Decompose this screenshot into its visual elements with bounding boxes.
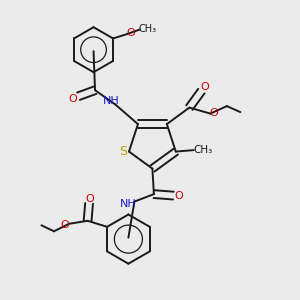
Text: O: O bbox=[85, 194, 94, 204]
Text: S: S bbox=[120, 145, 128, 158]
Text: O: O bbox=[174, 191, 183, 201]
Text: NH: NH bbox=[119, 199, 136, 209]
Text: O: O bbox=[69, 94, 77, 103]
Text: O: O bbox=[60, 220, 69, 230]
Text: O: O bbox=[201, 82, 209, 92]
Text: O: O bbox=[210, 108, 218, 118]
Text: O: O bbox=[127, 28, 135, 38]
Text: CH₃: CH₃ bbox=[138, 23, 156, 34]
Text: NH: NH bbox=[103, 96, 119, 106]
Text: CH₃: CH₃ bbox=[193, 145, 212, 155]
